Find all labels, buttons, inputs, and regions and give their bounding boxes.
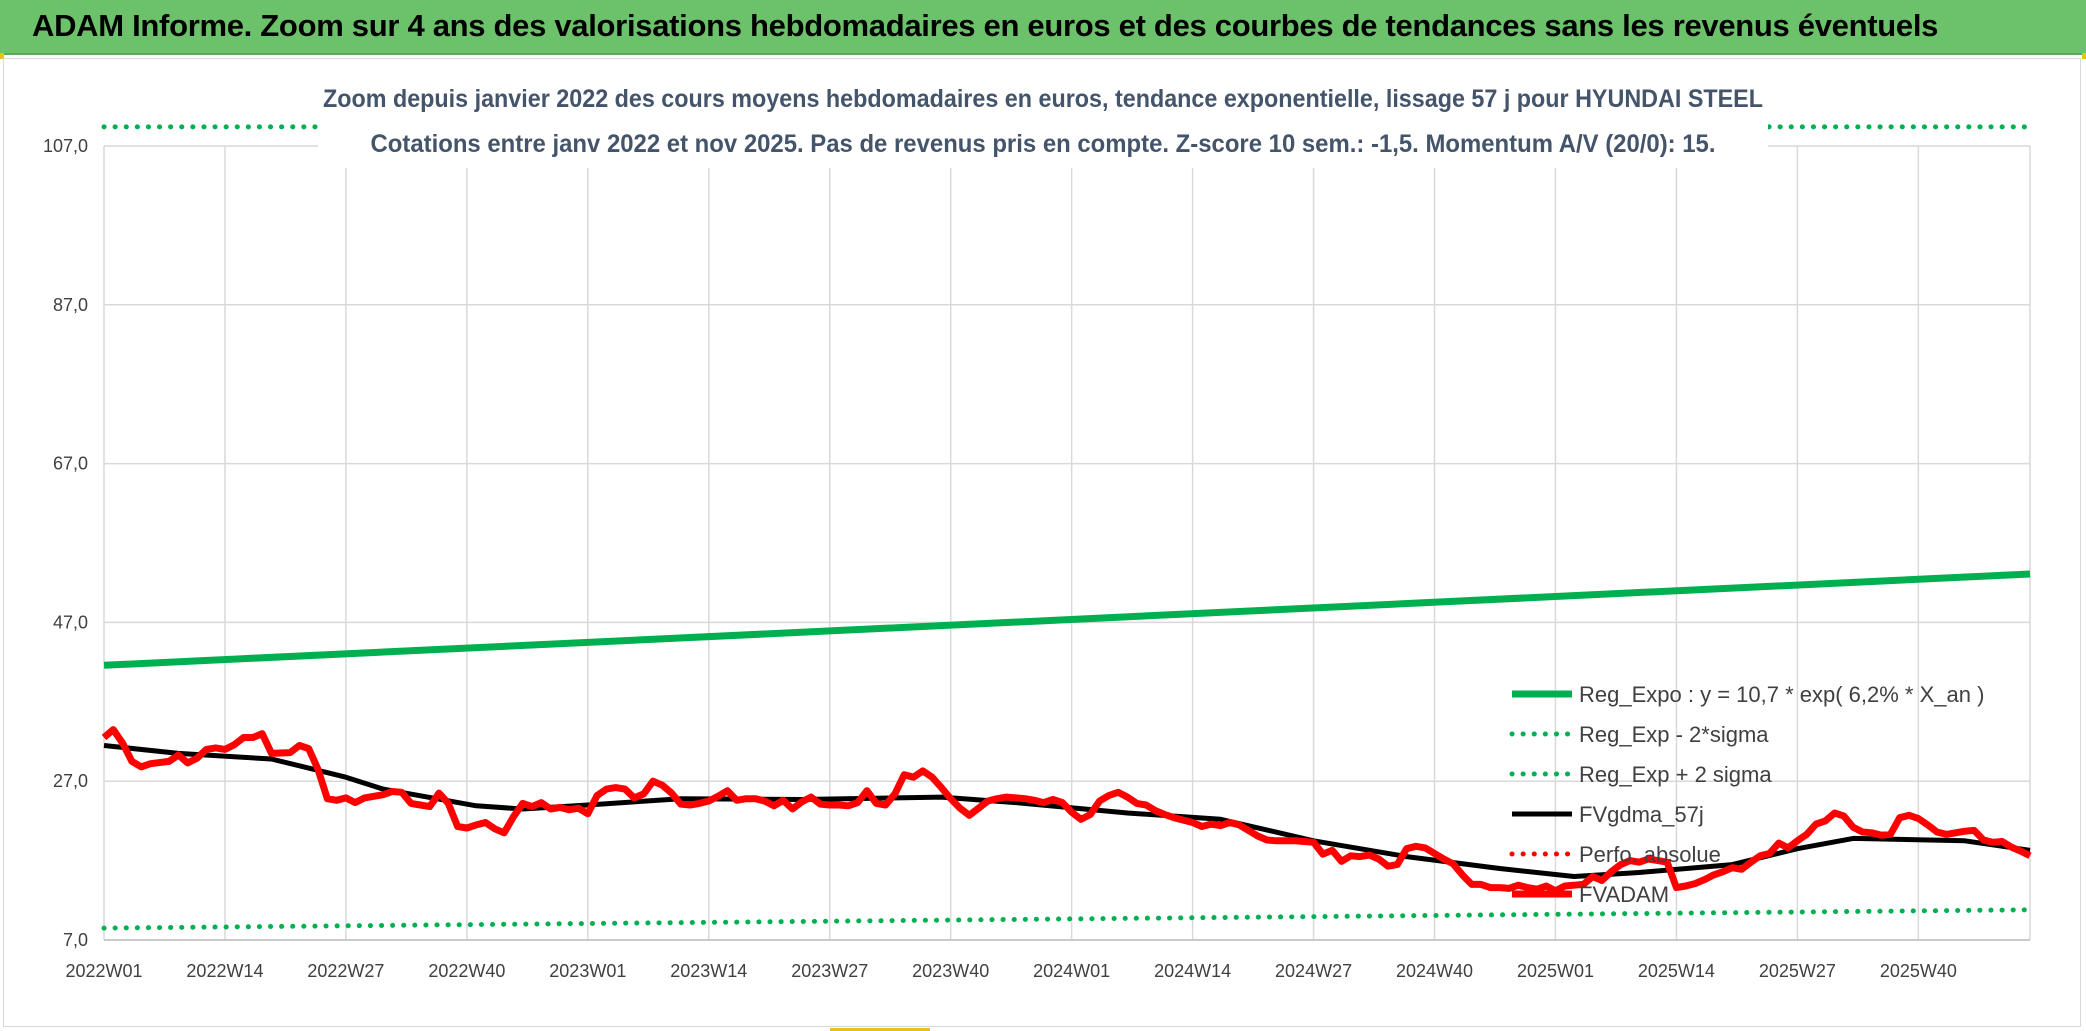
x-tick-label: 2022W14 bbox=[186, 961, 263, 981]
series-layer bbox=[101, 124, 2033, 931]
legend-label: Perfo. absolue bbox=[1579, 842, 1721, 867]
grid-lines bbox=[103, 145, 2031, 941]
legend: Reg_Expo : y = 10,7 * exp( 6,2% * X_an )… bbox=[1509, 682, 1984, 907]
x-tick-label: 2023W27 bbox=[791, 961, 868, 981]
x-tick-label: 2023W14 bbox=[670, 961, 747, 981]
series-reg-expo-y-10-7-exp-6-2-x-an-line bbox=[103, 570, 2031, 669]
x-tick-label: 2024W14 bbox=[1154, 961, 1231, 981]
x-tick-label: 2024W27 bbox=[1275, 961, 1352, 981]
x-tick-label: 2025W27 bbox=[1759, 961, 1836, 981]
y-tick-label: 67,0 bbox=[53, 454, 88, 474]
series-reg-exp-2-sigma-line bbox=[101, 907, 2033, 931]
legend-label: Reg_Expo : y = 10,7 * exp( 6,2% * X_an ) bbox=[1579, 682, 1984, 707]
y-tick-label: 7,0 bbox=[63, 930, 88, 950]
x-tick-label: 2023W01 bbox=[549, 961, 626, 981]
chart-title-block: Zoom depuis janvier 2022 des cours moyen… bbox=[318, 78, 1768, 168]
legend-label: Reg_Exp - 2*sigma bbox=[1579, 722, 1769, 747]
chart-title-line-2: Cotations entre janv 2022 et nov 2025. P… bbox=[371, 130, 1716, 158]
x-tick-label: 2025W14 bbox=[1638, 961, 1715, 981]
legend-label: FVgdma_57j bbox=[1579, 802, 1704, 827]
chart-title-background bbox=[318, 78, 1768, 168]
x-tick-label: 2023W40 bbox=[912, 961, 989, 981]
y-tick-label: 107,0 bbox=[43, 136, 88, 156]
axis-labels: 7,0 27,0 47,0 67,0 87,0 107,0 2022W01 2022W14 20… bbox=[43, 136, 1957, 981]
report-banner: ADAM Informe. Zoom sur 4 ans des valoris… bbox=[0, 0, 2086, 55]
series-fvadam-line bbox=[101, 726, 2032, 895]
x-tick-label: 2024W40 bbox=[1396, 961, 1473, 981]
report-title: ADAM Informe. Zoom sur 4 ans des valoris… bbox=[32, 8, 1939, 43]
legend-label: FVADAM bbox=[1579, 882, 1669, 907]
x-tick-label: 2025W40 bbox=[1880, 961, 1957, 981]
x-tick-label: 2024W01 bbox=[1033, 961, 1110, 981]
corner-accent-right bbox=[2082, 53, 2086, 59]
x-tick-label: 2022W40 bbox=[428, 961, 505, 981]
bottom-accent bbox=[830, 1028, 930, 1031]
y-tick-label: 87,0 bbox=[53, 295, 88, 315]
x-tick-label: 2022W01 bbox=[65, 961, 142, 981]
x-tick-label: 2022W27 bbox=[307, 961, 384, 981]
y-tick-label: 47,0 bbox=[53, 612, 88, 632]
legend-label: Reg_Exp + 2 sigma bbox=[1579, 762, 1772, 787]
y-tick-label: 27,0 bbox=[53, 771, 88, 791]
chart-title-line-1: Zoom depuis janvier 2022 des cours moyen… bbox=[323, 85, 1763, 113]
chart-frame bbox=[3, 58, 2081, 1027]
corner-accent-left bbox=[0, 53, 4, 59]
x-tick-label: 2025W01 bbox=[1517, 961, 1594, 981]
